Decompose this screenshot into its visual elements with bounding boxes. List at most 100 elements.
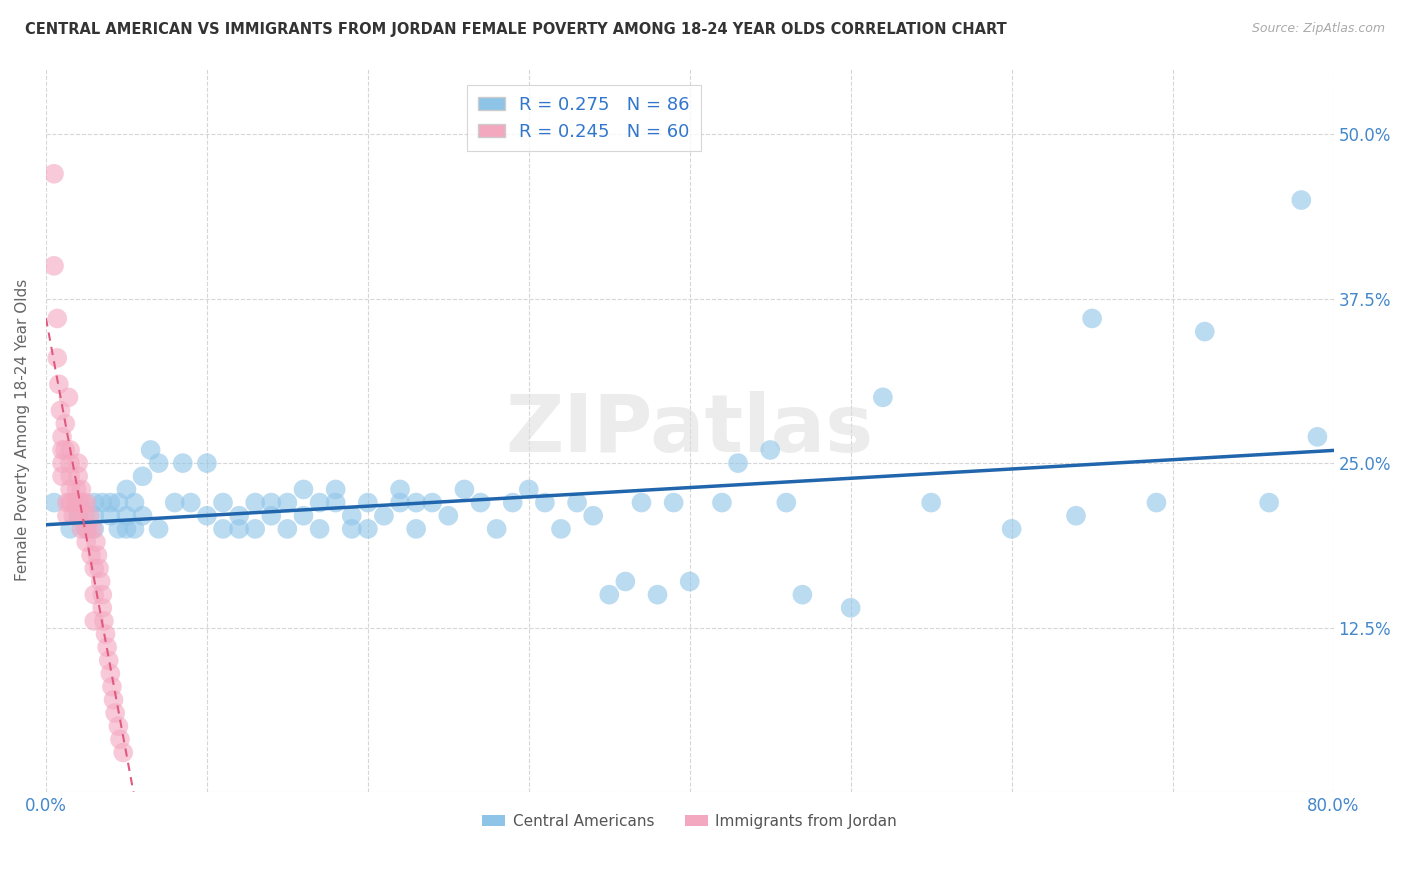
Point <box>104 706 127 720</box>
Point <box>59 456 82 470</box>
Point <box>1194 325 1216 339</box>
Point <box>98 508 121 523</box>
Point <box>93 614 115 628</box>
Point <box>46 351 69 365</box>
Point <box>453 483 475 497</box>
Point <box>107 495 129 509</box>
Point <box>103 693 125 707</box>
Point <box>82 522 104 536</box>
Point <box>550 522 572 536</box>
Point <box>502 495 524 509</box>
Point <box>115 522 138 536</box>
Point <box>84 535 107 549</box>
Point <box>470 495 492 509</box>
Point <box>195 508 218 523</box>
Point <box>91 588 114 602</box>
Point <box>76 522 98 536</box>
Point <box>124 522 146 536</box>
Point <box>517 483 540 497</box>
Point <box>534 495 557 509</box>
Point <box>212 495 235 509</box>
Legend: Central Americans, Immigrants from Jordan: Central Americans, Immigrants from Jorda… <box>477 808 903 835</box>
Point <box>75 495 97 509</box>
Point <box>87 561 110 575</box>
Point <box>1081 311 1104 326</box>
Point <box>308 522 330 536</box>
Point <box>228 522 250 536</box>
Point <box>195 456 218 470</box>
Point <box>67 495 90 509</box>
Point <box>59 495 82 509</box>
Point <box>62 508 84 523</box>
Point <box>115 483 138 497</box>
Point <box>245 522 267 536</box>
Point <box>357 522 380 536</box>
Point <box>308 495 330 509</box>
Point <box>245 495 267 509</box>
Point <box>56 508 79 523</box>
Point <box>96 640 118 655</box>
Point <box>172 456 194 470</box>
Y-axis label: Female Poverty Among 18-24 Year Olds: Female Poverty Among 18-24 Year Olds <box>15 279 30 582</box>
Point <box>60 495 83 509</box>
Point <box>340 508 363 523</box>
Point <box>131 508 153 523</box>
Point <box>46 311 69 326</box>
Point <box>1001 522 1024 536</box>
Point <box>228 508 250 523</box>
Point <box>70 522 93 536</box>
Point <box>276 522 298 536</box>
Point <box>63 495 86 509</box>
Point <box>73 508 96 523</box>
Point <box>212 522 235 536</box>
Point <box>42 259 65 273</box>
Point <box>53 417 76 431</box>
Point <box>180 495 202 509</box>
Point <box>42 495 65 509</box>
Point <box>1258 495 1281 509</box>
Point <box>389 495 412 509</box>
Point <box>80 548 103 562</box>
Point <box>91 495 114 509</box>
Point <box>920 495 942 509</box>
Point <box>405 522 427 536</box>
Point <box>67 456 90 470</box>
Point <box>56 495 79 509</box>
Point <box>340 522 363 536</box>
Point <box>97 653 120 667</box>
Point <box>59 483 82 497</box>
Point <box>260 508 283 523</box>
Point <box>91 600 114 615</box>
Point <box>131 469 153 483</box>
Point <box>98 666 121 681</box>
Point <box>83 522 105 536</box>
Point <box>107 522 129 536</box>
Point <box>51 469 73 483</box>
Point <box>51 430 73 444</box>
Point <box>1306 430 1329 444</box>
Point <box>90 574 112 589</box>
Point <box>86 548 108 562</box>
Point <box>107 719 129 733</box>
Point <box>357 495 380 509</box>
Point <box>647 588 669 602</box>
Point <box>83 508 105 523</box>
Point <box>75 522 97 536</box>
Point <box>1146 495 1168 509</box>
Point <box>292 508 315 523</box>
Point <box>598 588 620 602</box>
Point <box>75 522 97 536</box>
Point <box>389 483 412 497</box>
Point <box>75 535 97 549</box>
Point <box>148 522 170 536</box>
Point <box>405 495 427 509</box>
Point <box>69 495 91 509</box>
Point <box>112 746 135 760</box>
Point <box>260 495 283 509</box>
Point <box>48 377 70 392</box>
Point <box>420 495 443 509</box>
Point <box>662 495 685 509</box>
Point <box>124 495 146 509</box>
Point <box>49 403 72 417</box>
Point <box>70 483 93 497</box>
